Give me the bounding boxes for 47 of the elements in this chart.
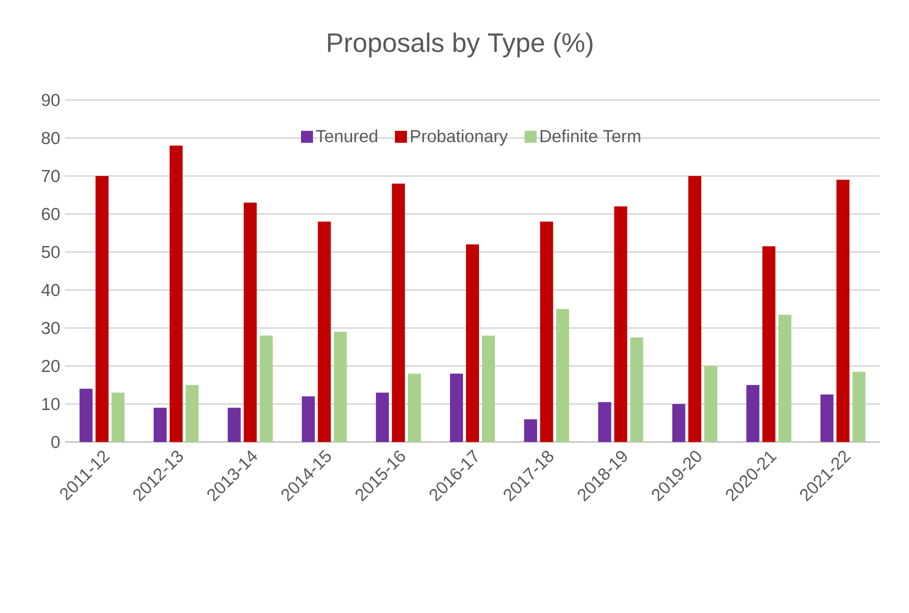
y-tick-label: 60 (42, 208, 60, 220)
legend-label: Probationary (411, 130, 508, 146)
bar (524, 419, 538, 442)
legend-label: Tenured (316, 130, 378, 142)
bar (186, 384, 199, 442)
bar (80, 388, 93, 442)
bar (244, 202, 257, 442)
bar (408, 374, 421, 442)
bar (112, 392, 125, 442)
bar (540, 222, 554, 442)
bar (820, 394, 834, 442)
legend-label: Definite Term (540, 130, 640, 142)
bar (852, 372, 866, 442)
bar (704, 366, 718, 442)
bar (450, 374, 464, 442)
bar (630, 337, 644, 442)
y-tick-label: 30 (42, 322, 60, 334)
bar (746, 384, 760, 442)
bar (154, 408, 167, 442)
y-tick-label: 50 (42, 246, 60, 258)
bar (334, 332, 347, 442)
chart-title: Proposals by Type (%) (328, 32, 592, 58)
bar (318, 222, 331, 442)
bar (778, 314, 792, 442)
y-tick-label: 0 (51, 436, 60, 448)
y-tick-label: 20 (42, 360, 60, 372)
bar (392, 184, 405, 442)
bar (466, 244, 480, 442)
bar (376, 392, 389, 442)
bar (672, 404, 686, 442)
bar (836, 180, 850, 442)
bar (614, 206, 628, 442)
y-tick-label: 70 (42, 170, 60, 182)
bar (688, 176, 702, 442)
bar (302, 396, 315, 442)
bar (228, 408, 241, 442)
bar (556, 308, 570, 442)
bar (482, 336, 496, 442)
y-tick-label: 90 (42, 94, 60, 106)
bar (260, 336, 273, 442)
bar (170, 146, 183, 442)
bar (762, 246, 776, 442)
y-tick-label: 80 (42, 132, 60, 144)
bar (598, 402, 612, 442)
bar (96, 176, 109, 442)
y-tick-label: 40 (41, 284, 60, 296)
y-tick-label: 10 (42, 398, 60, 410)
